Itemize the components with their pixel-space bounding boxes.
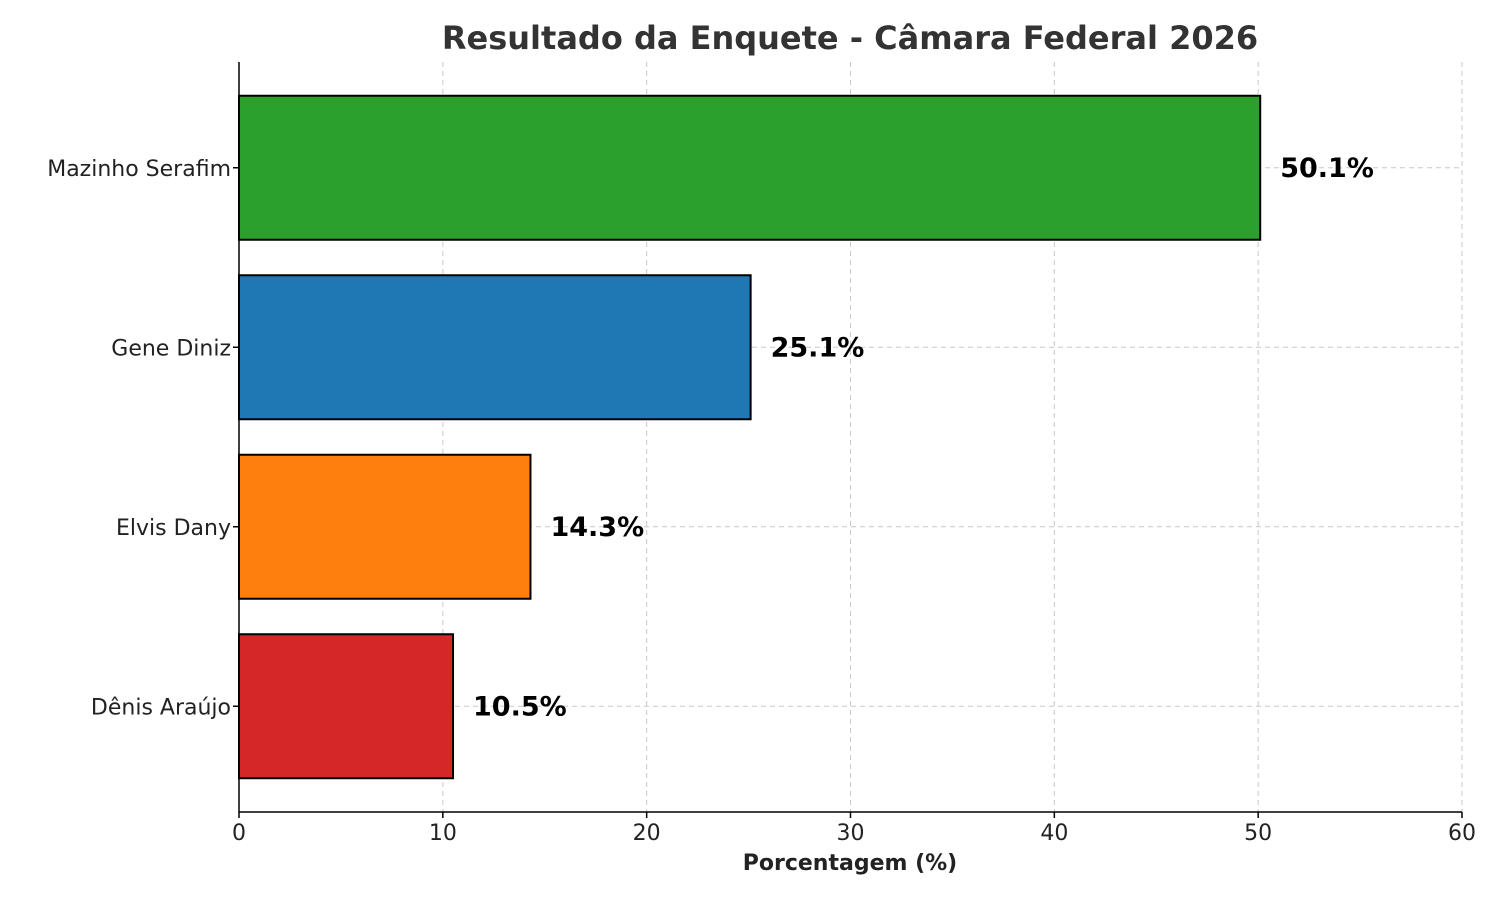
bar-0: [238, 94, 1262, 241]
x-tick-label-4: 40: [1040, 821, 1068, 846]
y-tick-label-2: Elvis Dany: [116, 516, 231, 541]
bars: [238, 94, 1262, 780]
x-tick-labels: 0 10 20 30 40 50 60: [232, 821, 1476, 846]
y-tick-labels: Mazinho Serafim Gene Diniz Elvis Dany Dênis…: [47, 157, 231, 721]
x-tick-label-3: 30: [837, 821, 865, 846]
chart-title: Resultado da Enquete - Câmara Federal 20…: [442, 19, 1258, 57]
x-tick-label-2: 20: [633, 821, 661, 846]
axes: [233, 62, 1463, 818]
bar-1: [238, 274, 752, 421]
bar-2: [238, 453, 532, 600]
y-tick-label-1: Gene Diniz: [111, 336, 231, 361]
bar-3: [238, 633, 455, 780]
data-label-3: 10.5%: [473, 691, 567, 722]
data-labels: 50.1% 25.1% 14.3% 10.5%: [473, 153, 1374, 723]
x-tick-label-5: 50: [1244, 821, 1272, 846]
x-tick-label-0: 0: [232, 821, 246, 846]
x-tick-label-1: 10: [429, 821, 457, 846]
x-tick-label-6: 60: [1448, 821, 1476, 846]
x-axis-label: Porcentagem (%): [743, 851, 957, 876]
data-label-1: 25.1%: [771, 332, 865, 363]
y-tick-label-0: Mazinho Serafim: [47, 157, 231, 182]
data-label-0: 50.1%: [1280, 153, 1374, 184]
data-label-2: 14.3%: [550, 512, 644, 543]
y-tick-label-3: Dênis Araújo: [91, 695, 231, 720]
